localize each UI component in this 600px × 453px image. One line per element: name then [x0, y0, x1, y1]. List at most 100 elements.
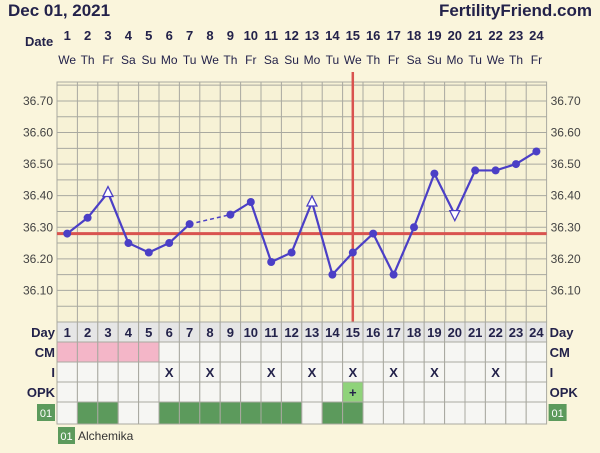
weekday-label: Tu — [468, 53, 482, 67]
date-number: 20 — [448, 28, 462, 43]
y-tick-right: 36.40 — [551, 189, 581, 203]
opk-cell — [444, 381, 466, 403]
custom-cell — [158, 401, 180, 425]
cm-label-right: CM — [550, 345, 570, 360]
cm-cell — [117, 341, 140, 363]
intercourse-mark: X — [206, 365, 215, 380]
temperature-point — [124, 239, 133, 248]
intercourse-mark: X — [308, 365, 317, 380]
custom-cell — [505, 401, 527, 425]
day-number: 3 — [104, 325, 111, 340]
temperature-point — [63, 229, 72, 238]
cm-cell — [505, 341, 527, 363]
y-tick-left: 36.60 — [23, 126, 53, 140]
i-cell — [505, 361, 527, 383]
temperature-segment — [372, 233, 395, 276]
i-cell — [403, 361, 425, 383]
weekday-label: We — [58, 53, 76, 67]
site-name[interactable]: FertilityFriend.com — [438, 1, 592, 20]
cm-cell — [138, 341, 160, 363]
i-cell — [138, 361, 160, 383]
custom-cell — [484, 401, 507, 425]
day-number: 12 — [284, 325, 298, 340]
opk-cell — [525, 381, 548, 403]
custom-cell — [76, 401, 99, 425]
custom-badge-right — [548, 404, 567, 421]
intercourse-mark: X — [165, 365, 174, 380]
weekday-label: Mo — [161, 53, 178, 67]
date-number: 18 — [407, 28, 421, 43]
custom-cell — [260, 401, 282, 425]
temperature-point — [491, 166, 500, 175]
cm-cell — [158, 341, 180, 363]
weekday-label: Th — [366, 53, 380, 67]
opk-cell — [56, 381, 78, 403]
y-tick-left: 36.40 — [23, 189, 53, 203]
date-number: 6 — [166, 28, 173, 43]
temperature-segment — [249, 201, 273, 263]
custom-cell — [382, 401, 405, 425]
temperature-point — [165, 239, 174, 248]
date-number: 16 — [366, 28, 380, 43]
y-tick-left: 36.50 — [23, 157, 53, 171]
chart-date: Dec 01, 2021 — [8, 1, 111, 20]
day-number: 6 — [166, 325, 173, 340]
y-tick-right: 36.60 — [551, 126, 581, 140]
date-number: 11 — [264, 28, 278, 43]
date-number: 15 — [346, 28, 360, 43]
day-number: 17 — [386, 325, 400, 340]
temperature-segment — [106, 192, 130, 244]
custom-cell — [342, 401, 364, 425]
temperature-segment — [453, 169, 477, 216]
day-number: 1 — [64, 325, 71, 340]
date-number: 4 — [125, 28, 133, 43]
date-number: 2 — [84, 28, 91, 43]
weekday-label: Fr — [388, 53, 399, 67]
y-tick-right: 36.10 — [551, 283, 581, 297]
i-cell — [525, 361, 548, 383]
custom-cell — [301, 401, 323, 425]
custom-cell — [280, 401, 303, 425]
y-tick-left: 36.20 — [23, 252, 53, 266]
custom-cell — [362, 401, 384, 425]
custom-label-right: 01 — [551, 408, 563, 420]
date-number: 8 — [206, 28, 213, 43]
legend-name: Alchemika — [78, 429, 134, 443]
i-cell — [321, 361, 344, 383]
weekday-label: Su — [284, 53, 299, 67]
weekday-label: Tu — [183, 53, 197, 67]
i-cell — [178, 361, 201, 383]
temperature-segment — [392, 226, 416, 276]
intercourse-mark: X — [430, 365, 439, 380]
temperature-point-open — [101, 185, 115, 198]
temperature-point-open — [448, 209, 461, 223]
temperature-segment — [433, 173, 456, 216]
y-tick-right: 36.20 — [551, 252, 581, 266]
day-number: 10 — [244, 325, 258, 340]
intercourse-mark: X — [267, 365, 276, 380]
opk-cell — [505, 381, 527, 403]
cm-cell — [362, 341, 384, 363]
date-number: 24 — [529, 28, 544, 43]
date-number: 5 — [145, 28, 152, 43]
opk-cell — [199, 381, 221, 403]
weekday-label: Th — [81, 53, 95, 67]
day-label-right: Day — [550, 325, 575, 340]
cm-cell — [199, 341, 221, 363]
i-cell — [219, 361, 242, 383]
day-number: 5 — [145, 325, 152, 340]
day-number: 23 — [509, 325, 523, 340]
day-number: 21 — [468, 325, 482, 340]
temperature-point — [226, 210, 235, 219]
cm-cell — [464, 341, 486, 363]
custom-cell — [321, 401, 344, 425]
day-number: 24 — [529, 325, 544, 340]
cm-cell — [403, 341, 425, 363]
cm-cell — [525, 341, 548, 363]
opk-label-right: OPK — [550, 385, 579, 400]
opk-cell — [158, 381, 180, 403]
opk-cell — [464, 381, 486, 403]
opk-cell — [219, 381, 242, 403]
opk-cell — [301, 381, 323, 403]
